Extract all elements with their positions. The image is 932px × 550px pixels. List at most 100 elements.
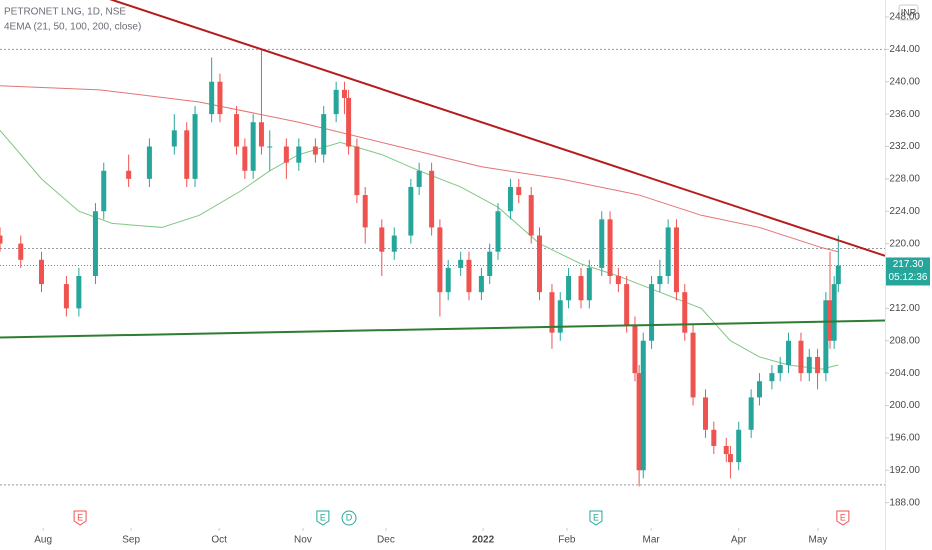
candle-body: [487, 251, 493, 276]
event-label[interactable]: E: [840, 512, 846, 522]
trend-line: [0, 319, 885, 339]
x-tick-label: Sep: [122, 535, 140, 546]
candle-body: [756, 381, 762, 398]
y-tick-label: 224.00: [889, 206, 920, 217]
chart-title: PETRONET LNG, 1D, NSE: [4, 7, 126, 18]
currency[interactable]: INR: [901, 7, 917, 17]
candle-body: [516, 186, 522, 196]
event-marker[interactable]: [341, 510, 357, 526]
candle-body: [815, 356, 821, 374]
x-tick-label: Nov: [294, 535, 312, 546]
candle-body: [126, 170, 132, 179]
candle-body: [823, 300, 829, 374]
candle-body: [649, 284, 655, 341]
candle-body: [217, 81, 223, 115]
candle-body: [101, 170, 107, 212]
y-tick-label: 220.00: [889, 238, 920, 249]
candle-body: [636, 373, 642, 471]
candle-body: [665, 227, 671, 276]
candle-body: [727, 454, 733, 463]
y-tick-label: 188.00: [889, 497, 920, 508]
countdown: 05:12:36: [889, 272, 928, 283]
x-tick-label: Dec: [377, 535, 395, 546]
candle-body: [507, 186, 513, 212]
candle-body: [736, 429, 742, 463]
candle-body: [786, 340, 792, 366]
candle-body: [607, 219, 613, 276]
event-label[interactable]: E: [77, 512, 83, 522]
x-tick-label: May: [809, 535, 828, 546]
candle-body: [63, 284, 69, 309]
candle-body: [296, 146, 302, 163]
candle-body: [192, 114, 198, 179]
candle-body: [578, 275, 584, 301]
x-tick-label: Aug: [34, 535, 52, 546]
event-marker[interactable]: [836, 510, 850, 526]
candle-body: [312, 146, 318, 155]
ema-line: [0, 129, 839, 370]
event-marker[interactable]: [589, 510, 603, 526]
y-tick-label: 204.00: [889, 368, 920, 379]
candle-body: [831, 284, 837, 341]
event-marker[interactable]: [73, 510, 87, 526]
candle-body: [458, 259, 464, 268]
x-tick-label: 2022: [472, 535, 495, 546]
candle-body: [39, 259, 45, 285]
candle-body: [283, 146, 289, 163]
y-tick-label: 244.00: [889, 44, 920, 55]
candle-body: [354, 146, 360, 196]
y-tick-label: 232.00: [889, 141, 920, 152]
candle-body: [495, 211, 501, 252]
x-tick-label: Oct: [211, 535, 227, 546]
y-tick-label: 208.00: [889, 335, 920, 346]
candle-body: [690, 332, 696, 398]
currency-box[interactable]: [898, 4, 919, 21]
candle-body: [528, 195, 534, 236]
candle-body: [599, 219, 605, 268]
candle-body: [827, 300, 833, 341]
candle-body: [711, 429, 717, 446]
candle-body: [76, 275, 82, 309]
x-tick-label: Apr: [731, 535, 747, 546]
candle-body: [537, 235, 543, 293]
candle-body: [615, 275, 621, 285]
ema-line: [0, 85, 839, 253]
event-label[interactable]: D: [346, 512, 353, 522]
chart-subtitle: 4EMA (21, 50, 100, 200, close): [4, 22, 141, 33]
candle-body: [549, 292, 555, 333]
event-label[interactable]: E: [593, 512, 599, 522]
candle-body: [258, 122, 264, 147]
candle-body: [769, 373, 775, 382]
y-tick-label: 196.00: [889, 433, 920, 444]
candle-body: [391, 235, 397, 252]
candle-body: [341, 89, 347, 98]
y-tick-label: 212.00: [889, 303, 920, 314]
y-tick-label: 228.00: [889, 174, 920, 185]
candle-body: [146, 146, 152, 179]
candle-body: [632, 324, 638, 374]
candle-body: [657, 275, 663, 285]
candle-body: [429, 170, 435, 228]
event-label[interactable]: E: [320, 512, 326, 522]
x-tick-label: Feb: [558, 535, 576, 546]
candle-body: [466, 259, 472, 293]
candle-body: [379, 227, 385, 252]
candle-body: [250, 122, 256, 171]
candle-body: [437, 227, 443, 293]
candle-body: [416, 170, 422, 187]
plot-area: [0, 0, 885, 487]
candle-body: [682, 292, 688, 333]
candle-body: [624, 284, 630, 325]
candle-body: [640, 340, 646, 471]
x-tick-label: Mar: [643, 535, 661, 546]
candle-body: [723, 445, 729, 455]
event-marker[interactable]: [316, 510, 330, 526]
candle-body: [171, 130, 177, 147]
candle-body: [806, 356, 812, 374]
candle-body: [835, 265, 841, 285]
candle-body: [748, 397, 754, 430]
candle-body: [478, 275, 484, 293]
candle-body: [673, 227, 679, 293]
candle-body: [362, 195, 368, 228]
